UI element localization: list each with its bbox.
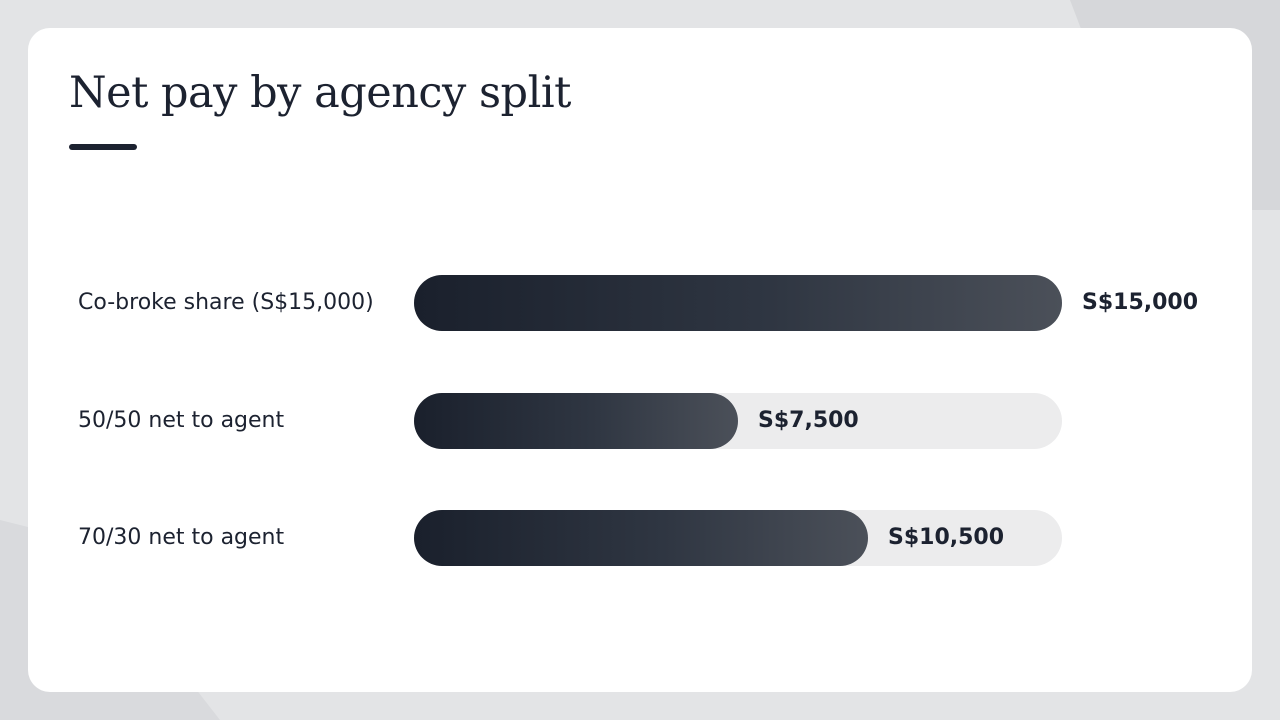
bar [414,392,738,449]
title-underline [69,144,137,150]
category-label: Co-broke share (S$15,000) [78,290,374,315]
bar [414,275,1062,331]
bar-track [414,275,1062,331]
value-label: S$10,500 [888,525,1005,550]
category-label: 50/50 net to agent [78,407,285,433]
chart-title: Net pay by agency split [69,68,571,118]
bar-row: 50/50 net to agent S$7,500 [28,392,1252,449]
bar [414,510,868,566]
bar-row: 70/30 net to agent S$10,500 [28,510,1252,566]
bar-row: Co-broke share (S$15,000) S$15,000 [28,275,1252,331]
value-label: S$15,000 [1082,290,1199,315]
bar-track [414,510,1062,566]
category-label: 70/30 net to agent [78,525,285,550]
chart-card: Net pay by agency split Co-broke share (… [28,28,1252,692]
bar-track [414,392,1062,449]
value-label: S$7,500 [758,407,859,433]
